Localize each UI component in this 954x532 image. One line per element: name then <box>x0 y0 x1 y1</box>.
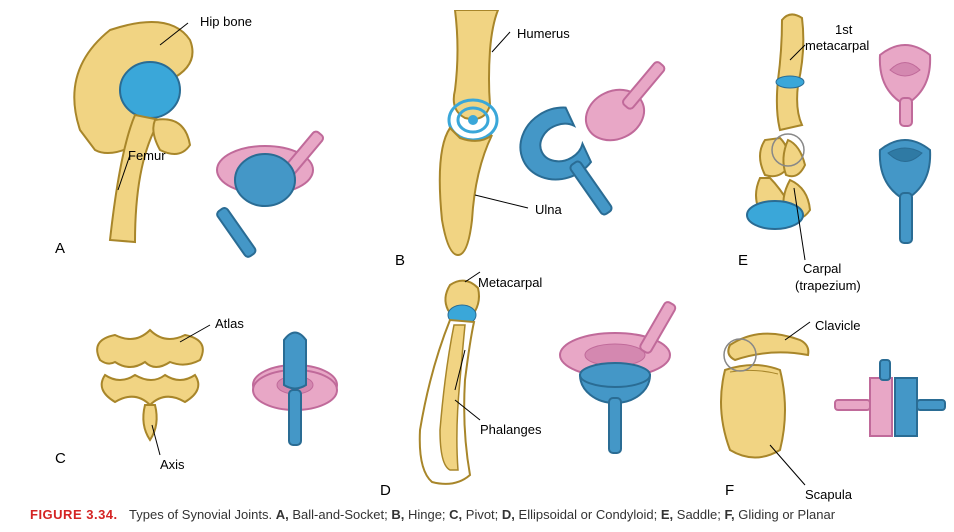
caption-title: Types of Synovial Joints. <box>129 507 272 522</box>
label-metacarpal1: metacarpal <box>805 38 869 53</box>
label-trapezium: (trapezium) <box>795 278 861 293</box>
figure-page: A Hip bone Femur B H <box>0 0 954 532</box>
caption-list: A, Ball-and-Socket; B, Hinge; C, Pivot; … <box>276 507 835 522</box>
panel-e-letter: E <box>738 252 748 269</box>
panel-b-svg <box>380 10 710 270</box>
label-1st: 1st <box>835 22 852 37</box>
panel-a-letter: A <box>55 240 65 257</box>
label-hip-bone: Hip bone <box>200 14 252 29</box>
label-metacarpal2: Metacarpal <box>478 275 542 290</box>
label-humerus: Humerus <box>517 26 570 41</box>
label-carpal: Carpal <box>803 261 841 276</box>
panel-b-letter: B <box>395 252 405 269</box>
label-scapula: Scapula <box>805 487 852 502</box>
label-axis: Axis <box>160 457 185 472</box>
panel-a <box>40 10 350 270</box>
label-femur: Femur <box>128 148 166 163</box>
panel-f-letter: F <box>725 482 734 499</box>
label-atlas: Atlas <box>215 316 244 331</box>
figure-caption: FIGURE 3.34. Types of Synovial Joints. A… <box>30 507 934 522</box>
panel-c-svg <box>40 290 360 480</box>
label-clavicle: Clavicle <box>815 318 861 333</box>
panel-d-letter: D <box>380 482 391 499</box>
label-phalanges: Phalanges <box>480 422 541 437</box>
label-ulna: Ulna <box>535 202 562 217</box>
panel-c-letter: C <box>55 450 66 467</box>
panel-d <box>370 270 710 500</box>
panel-a-svg <box>40 10 350 270</box>
panel-d-svg <box>370 270 710 500</box>
panel-c <box>40 290 360 480</box>
figure-number: FIGURE 3.34. <box>30 507 118 522</box>
panel-b <box>380 10 710 270</box>
